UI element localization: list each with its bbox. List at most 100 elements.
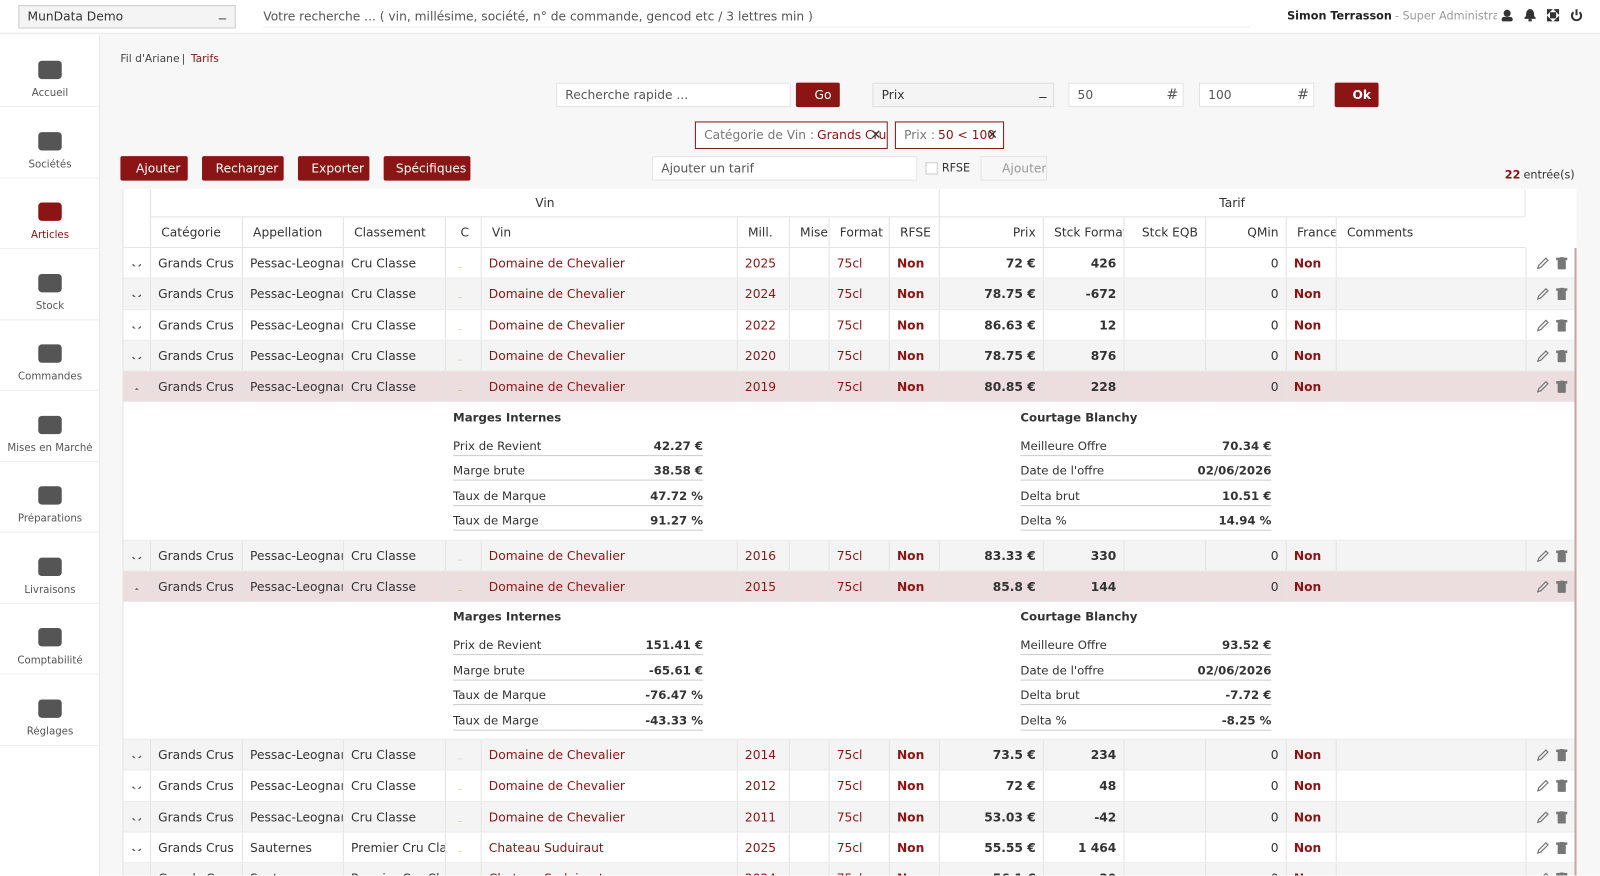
table-cell xyxy=(788,278,829,309)
detail-label: Prix de Revient xyxy=(453,438,542,453)
nav-item[interactable]: Commandes xyxy=(0,320,99,391)
column-header[interactable]: Mill. xyxy=(736,217,789,248)
table-row[interactable]: Grands Crus Pessac-Leognan Cru Classe Domai… xyxy=(123,739,1577,771)
breadcrumb-current[interactable]: Tarifs xyxy=(190,53,219,66)
chip-remove[interactable]: ✕ xyxy=(870,127,882,143)
nav-label[interactable]: Stock xyxy=(35,300,65,312)
column-header[interactable]: Catégorie xyxy=(149,217,242,248)
table-row[interactable]: Grands Crus Pessac-Leognan Cru Classe Domai… xyxy=(123,309,1577,341)
table-row[interactable]: Grands Crus Pessac-Leognan Cru Classe Domai… xyxy=(123,340,1577,372)
column-header[interactable]: Classement xyxy=(342,217,445,248)
nav-item[interactable]: Accueil xyxy=(0,37,99,108)
rfse-checkbox[interactable] xyxy=(925,162,938,175)
nav-item[interactable]: Comptabilité xyxy=(0,604,99,675)
detail-label: Delta brut xyxy=(1020,488,1080,503)
column-header[interactable]: France xyxy=(1285,217,1336,248)
table-cell[interactable]: Domaine de Chevalier xyxy=(480,247,737,278)
table-cell: Non xyxy=(1285,340,1336,371)
max-input[interactable]: 100 xyxy=(1198,82,1315,108)
field-caret-svg xyxy=(1038,96,1047,98)
column-header[interactable]: Mise xyxy=(788,217,829,248)
column-header[interactable]: Stck EQB xyxy=(1123,217,1206,248)
detail-value: 42.27 € xyxy=(653,438,704,453)
column-header[interactable]: Vin xyxy=(480,217,737,248)
table-cell xyxy=(444,801,481,832)
detail-value: 47.72 % xyxy=(650,488,704,503)
table-cell[interactable]: Domaine de Chevalier xyxy=(480,540,737,571)
column-header[interactable]: Prix xyxy=(938,217,1043,248)
nav-icon-svg xyxy=(38,557,62,576)
min-input[interactable]: 50 xyxy=(1068,82,1184,108)
nav-label[interactable]: Sociétés xyxy=(28,158,72,170)
toolbar-button[interactable]: Exporter xyxy=(297,156,370,181)
table-cell[interactable]: Domaine de Chevalier xyxy=(480,739,737,770)
table-cell xyxy=(1123,801,1205,832)
column-header[interactable]: Comments xyxy=(1335,217,1526,248)
chip-remove[interactable]: ✕ xyxy=(986,127,998,143)
nav-item[interactable]: Réglages xyxy=(0,675,99,746)
field-select[interactable]: Prix xyxy=(872,82,1055,108)
table-row[interactable]: Grands Crus Pessac-Leognan Cru Classe Domai… xyxy=(123,247,1577,279)
table-cell[interactable]: Chateau Suduiraut xyxy=(480,863,737,876)
nav-item[interactable]: Livraisons xyxy=(0,533,99,604)
expand-chevron-svg xyxy=(132,263,142,267)
table-row[interactable]: Grands Crus Pessac-Leognan Cru Classe Domai… xyxy=(123,801,1577,833)
table-cell[interactable]: Domaine de Chevalier xyxy=(480,571,737,602)
ok-button[interactable]: Ok xyxy=(1334,82,1379,108)
nav-item[interactable]: Mises en Marché xyxy=(0,391,99,462)
toolbar-button[interactable]: Ajouter xyxy=(120,156,188,181)
add-button[interactable]: Ajouter xyxy=(980,156,1047,181)
nav-item[interactable]: Articles xyxy=(0,179,99,249)
filter-chip[interactable]: Catégorie de Vin : Grands Crus ✕ xyxy=(694,121,888,149)
table-cell: Pessac-Leognan xyxy=(241,371,343,402)
table-cell[interactable]: Domaine de Chevalier xyxy=(480,371,737,402)
nav-label[interactable]: Réglages xyxy=(26,726,74,738)
detail-row xyxy=(453,710,704,731)
filter-chip[interactable]: Prix :50 < 100 ✕ xyxy=(894,121,1005,149)
nav-label[interactable]: Mises en Marché xyxy=(7,442,93,454)
nav-label[interactable]: Commandes xyxy=(17,371,83,383)
global-search[interactable]: Votre recherche ... ( vin, millésime, so… xyxy=(263,5,1250,28)
toolbar-button[interactable]: Spécifiques xyxy=(383,156,471,181)
column-header[interactable]: C xyxy=(444,217,481,248)
nav-label[interactable]: Accueil xyxy=(31,87,69,99)
nav-label[interactable]: Articles xyxy=(30,229,70,241)
table-cell[interactable]: Domaine de Chevalier xyxy=(480,278,737,309)
column-header[interactable]: RFSE xyxy=(888,217,939,248)
nav-item[interactable]: Sociétés xyxy=(0,108,99,179)
nav-label[interactable]: Comptabilité xyxy=(17,655,83,667)
column-header[interactable]: QMin xyxy=(1205,217,1286,248)
table-cell xyxy=(1123,340,1205,371)
column-header[interactable]: Stck Format xyxy=(1042,217,1124,248)
table-row[interactable]: Grands Crus Pessac-Leognan Cru Classe Domai… xyxy=(123,371,1577,403)
table-row[interactable]: Grands Crus Pessac-Leognan Cru Classe Domai… xyxy=(123,278,1577,310)
table-cell: 78.75 € xyxy=(938,340,1043,371)
table-row[interactable]: Grands Crus Pessac-Leognan Cru Classe Domai… xyxy=(123,540,1577,572)
column-header[interactable]: Format xyxy=(828,217,889,248)
nav-label[interactable]: Préparations xyxy=(17,513,83,525)
company-select[interactable]: MunData Demo xyxy=(18,5,236,29)
table-cell[interactable]: Domaine de Chevalier xyxy=(480,309,737,340)
table-row[interactable]: Grands Crus Pessac-Leognan Cru Classe Domai… xyxy=(123,770,1577,802)
go-button[interactable]: Go xyxy=(795,82,840,108)
table-cell: 12 xyxy=(1042,309,1124,340)
table-cell[interactable]: Chateau Suduiraut xyxy=(480,832,737,863)
table-row[interactable]: Grands Crus Pessac-Leognan Cru Classe Domai… xyxy=(123,571,1577,603)
add-tarif-input[interactable]: Ajouter un tarif xyxy=(652,156,918,181)
toolbar-button[interactable]: Recharger xyxy=(202,156,284,181)
table-cell: 2012 xyxy=(736,770,789,801)
breadcrumb-root[interactable]: Fil d'Ariane xyxy=(120,53,180,66)
nav-item[interactable]: Préparations xyxy=(0,462,99,533)
nav-item[interactable]: Stock xyxy=(0,249,99,320)
detail-row xyxy=(1020,485,1272,506)
column-header[interactable]: Appellation xyxy=(241,217,343,248)
row-actions xyxy=(1525,801,1577,832)
table-cell[interactable]: Domaine de Chevalier xyxy=(480,770,737,801)
quick-search[interactable]: Recherche rapide ... xyxy=(556,82,791,108)
table-cell[interactable]: Domaine de Chevalier xyxy=(480,801,737,832)
nav-label[interactable]: Livraisons xyxy=(24,584,76,596)
detail-value: 02/06/2026 xyxy=(1197,662,1272,678)
table-cell[interactable]: Domaine de Chevalier xyxy=(480,340,737,371)
